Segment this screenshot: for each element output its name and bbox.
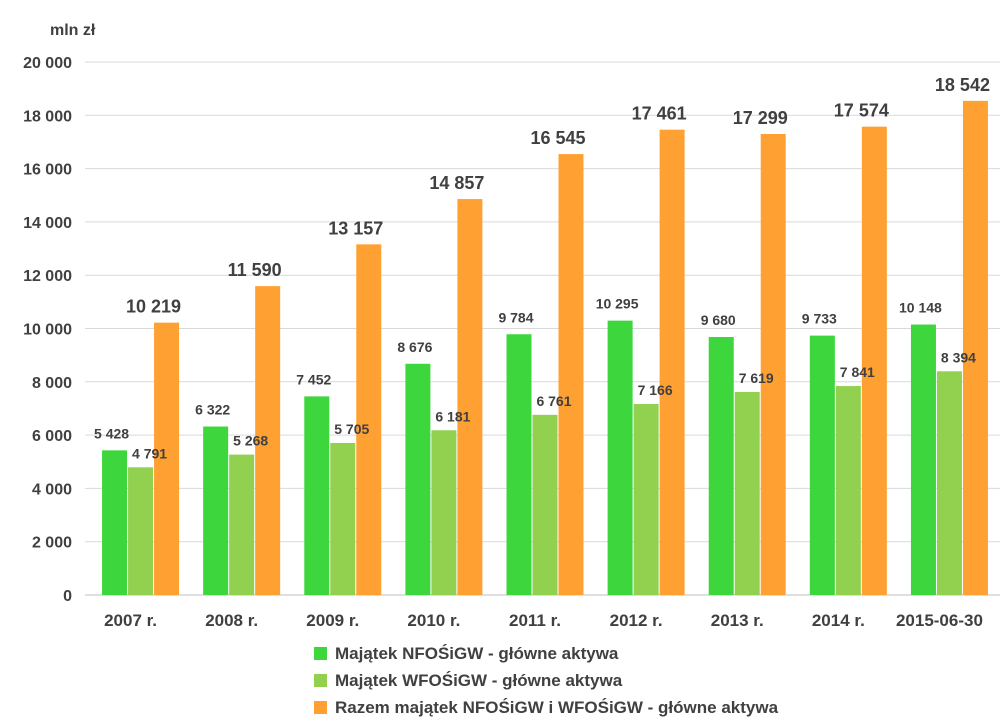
bar-nfosigw [405, 363, 431, 595]
data-label-nfosigw: 9 784 [498, 309, 533, 325]
data-label-razem: 17 574 [834, 101, 889, 121]
legend-item-wfosigw: Majątek WFOŚiGW - główne aktywa [314, 667, 778, 694]
bar-wfosigw [633, 404, 659, 595]
x-tick-label: 2009 r. [306, 611, 359, 630]
y-tick-label: 20 000 [23, 55, 72, 72]
bar-nfosigw [607, 320, 633, 595]
y-tick-label: 8 000 [32, 375, 72, 392]
bar-wfosigw [532, 414, 558, 595]
x-tick-label: 2010 r. [407, 611, 460, 630]
bar-wfosigw [936, 371, 962, 595]
bar-nfosigw [506, 334, 532, 595]
data-label-wfosigw: 7 166 [638, 382, 673, 398]
bars [102, 100, 988, 596]
legend-label-wfosigw: Majątek WFOŚiGW - główne aktywa [335, 670, 623, 690]
legend-swatch-razem [314, 701, 327, 714]
data-label-nfosigw: 8 676 [397, 339, 432, 355]
bar-razem [760, 133, 786, 596]
data-label-nfosigw: 10 148 [899, 300, 942, 316]
bar-razem [154, 322, 180, 595]
legend-label-nfosigw: Majątek NFOŚiGW - główne aktywa [335, 643, 619, 663]
data-label-razem: 17 461 [632, 104, 687, 124]
data-label-nfosigw: 7 452 [296, 371, 331, 387]
legend-label-razem: Razem majątek NFOŚiGW i WFOŚiGW - główne… [335, 697, 779, 717]
y-tick-label: 14 000 [23, 215, 72, 232]
bar-razem [356, 244, 382, 595]
x-tick-label: 2007 r. [104, 611, 157, 630]
x-tick-label: 2013 r. [711, 611, 764, 630]
legend: Majątek NFOŚiGW - główne aktywa Majątek … [314, 640, 778, 721]
bar-nfosigw [203, 426, 229, 595]
data-label-wfosigw: 4 791 [132, 445, 167, 461]
y-tick-label: 10 000 [23, 322, 72, 339]
y-tick-label: 16 000 [23, 162, 72, 179]
bar-nfosigw [910, 324, 936, 595]
data-label-razem: 13 157 [328, 218, 383, 238]
y-axis-ticks: 0 2 000 4 000 6 000 8 000 10 000 12 000 14 000 1… [23, 55, 72, 605]
data-label-razem: 14 857 [429, 173, 484, 193]
data-label-wfosigw: 6 761 [536, 393, 571, 409]
x-tick-label: 2011 r. [509, 611, 561, 630]
legend-swatch-wfosigw [314, 674, 327, 687]
data-label-wfosigw: 7 841 [840, 364, 875, 380]
data-label-wfosigw: 5 268 [233, 433, 268, 449]
data-label-wfosigw: 7 619 [739, 370, 774, 386]
bar-razem [861, 126, 887, 596]
y-tick-label: 4 000 [32, 481, 72, 498]
x-tick-label: 2008 r. [205, 611, 258, 630]
data-label-nfosigw: 9 733 [802, 311, 837, 327]
data-label-nfosigw: 9 680 [701, 312, 736, 328]
data-label-nfosigw: 10 295 [596, 296, 639, 312]
bar-nfosigw [102, 450, 128, 595]
data-label-razem: 18 542 [935, 75, 990, 95]
x-tick-label: 2015-06-30 [896, 611, 983, 630]
bar-nfosigw [304, 396, 330, 595]
bar-wfosigw [431, 430, 457, 595]
y-tick-label: 6 000 [32, 428, 72, 445]
unit-label: mln zł [50, 22, 96, 39]
bar-wfosigw [835, 386, 861, 595]
data-label-wfosigw: 6 181 [435, 408, 470, 424]
data-label-nfosigw: 5 428 [94, 425, 129, 441]
bar-razem [659, 129, 685, 595]
legend-item-razem: Razem majątek NFOŚiGW i WFOŚiGW - główne… [314, 694, 778, 721]
bar-razem [255, 286, 281, 595]
data-label-razem: 16 545 [530, 128, 585, 148]
data-label-nfosigw: 6 322 [195, 402, 230, 418]
bar-chart: mln zł 0 2 000 4 000 6 000 8 000 10 000 12 000… [23, 22, 1000, 630]
legend-swatch-nfosigw [314, 647, 327, 660]
data-label-razem: 17 299 [733, 108, 788, 128]
bar-wfosigw [128, 467, 154, 595]
bar-wfosigw [734, 391, 760, 595]
y-tick-label: 0 [63, 588, 72, 605]
y-tick-label: 12 000 [23, 268, 72, 285]
x-tick-label: 2014 r. [812, 611, 865, 630]
bar-razem [457, 199, 483, 595]
y-tick-label: 18 000 [23, 108, 72, 125]
x-axis-ticks: 2007 r. 2008 r. 2009 r. 2010 r. 2011 r. 2012 … [104, 611, 983, 630]
bar-wfosigw [330, 442, 356, 595]
legend-item-nfosigw: Majątek NFOŚiGW - główne aktywa [314, 640, 778, 667]
data-label-razem: 11 590 [228, 260, 282, 280]
data-label-wfosigw: 8 394 [941, 349, 976, 365]
y-tick-label: 2 000 [32, 535, 72, 552]
bar-razem [558, 154, 584, 595]
bar-razem [962, 100, 988, 595]
x-tick-label: 2012 r. [610, 611, 663, 630]
bar-wfosigw [229, 454, 255, 595]
data-label-razem: 10 219 [126, 297, 181, 317]
bar-nfosigw [809, 335, 835, 595]
data-label-wfosigw: 5 705 [334, 421, 369, 437]
bar-nfosigw [708, 337, 734, 595]
